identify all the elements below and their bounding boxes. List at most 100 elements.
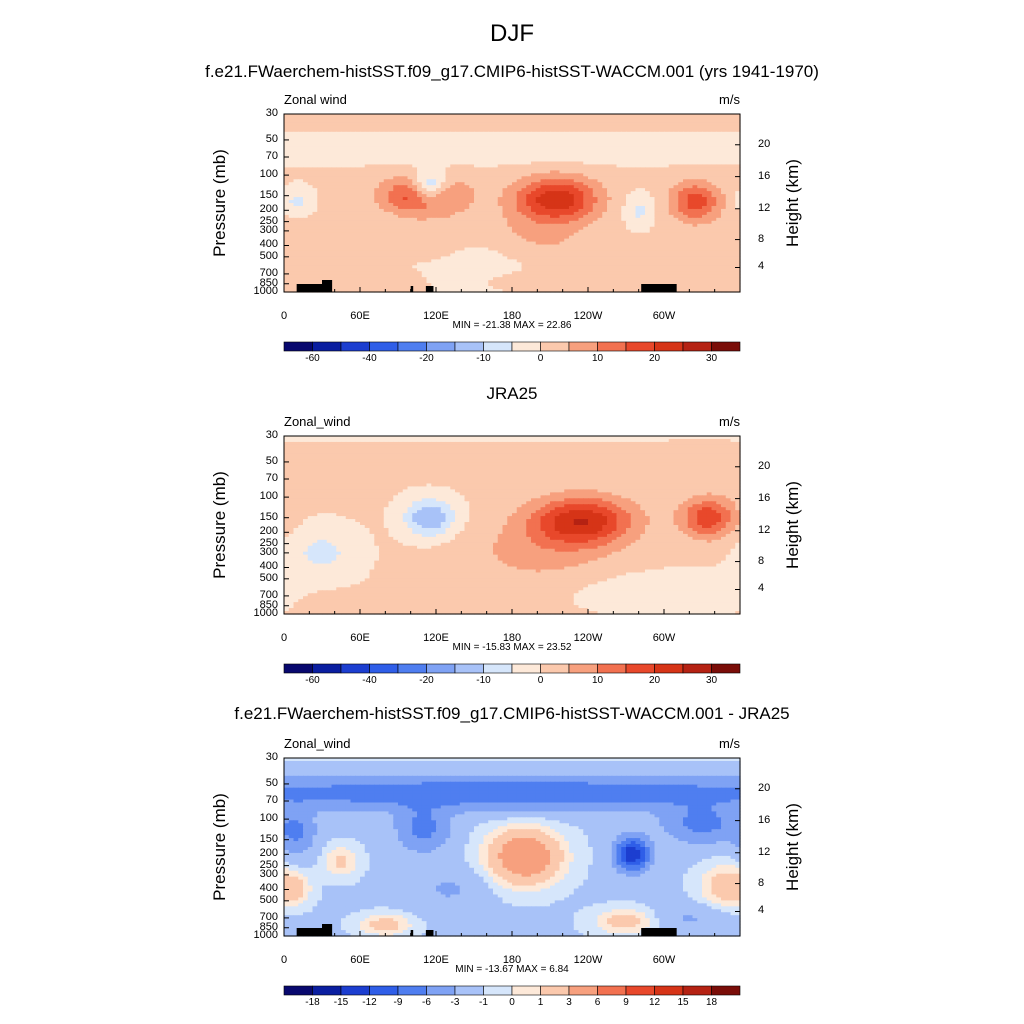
pressure-tick-label: 250 xyxy=(259,858,278,871)
pressure-tick-label: 500 xyxy=(259,571,278,584)
colorbar-label: 0 xyxy=(537,675,544,686)
pressure-tick-label: 50 xyxy=(265,132,278,145)
pressure-tick-label: 300 xyxy=(259,545,278,558)
colorbar-swatch xyxy=(511,985,541,996)
colorbar-swatch xyxy=(426,341,456,352)
contour-field xyxy=(284,114,741,293)
pressure-tick-label: 1000 xyxy=(253,607,278,619)
lon-tick-label: 120E xyxy=(423,310,449,322)
colorbar-swatch xyxy=(625,341,655,352)
colorbar-label: -18 xyxy=(305,997,320,1008)
colorbar-swatch xyxy=(568,985,598,996)
colorbar-label: 15 xyxy=(677,997,689,1008)
panel-1 xyxy=(283,113,741,352)
colorbar-swatch xyxy=(625,663,655,674)
colorbar-swatch xyxy=(397,663,427,674)
pressure-tick-label: 1000 xyxy=(253,929,278,941)
colorbar-label: -6 xyxy=(422,997,431,1008)
colorbar-label: -20 xyxy=(419,675,434,686)
pressure-tick-label: 700 xyxy=(259,910,278,923)
colorbar-label: -3 xyxy=(450,997,460,1008)
pressure-tick-label: 70 xyxy=(265,150,278,162)
variable-label: Zonal_wind xyxy=(284,414,351,429)
contour-field xyxy=(284,758,741,937)
lon-tick-label: 120W xyxy=(573,310,603,322)
colorbar-swatch xyxy=(682,985,712,996)
pressure-tick-label: 70 xyxy=(265,794,278,806)
colorbar-swatch xyxy=(483,985,513,996)
lon-tick-label: 180 xyxy=(502,310,522,322)
colorbar-swatch xyxy=(568,663,598,674)
lon-tick-label: 60W xyxy=(652,632,676,644)
colorbar-label: 20 xyxy=(648,353,661,364)
pressure-tick-label: 500 xyxy=(259,893,278,906)
colorbar-swatch xyxy=(597,341,627,352)
colorbar-label: -10 xyxy=(476,675,491,686)
panel-title: f.e21.FWaerchem-histSST.f09_g17.CMIP6-hi… xyxy=(234,704,790,723)
lon-tick-label: 0 xyxy=(280,632,288,644)
lon-tick-label: 60W xyxy=(652,954,676,966)
variable-label: Zonal wind xyxy=(284,92,347,107)
colorbar-swatch xyxy=(711,663,741,674)
pressure-tick-label: 300 xyxy=(259,223,278,236)
colorbar xyxy=(283,663,741,674)
colorbar-swatch xyxy=(454,663,484,674)
topography xyxy=(296,924,677,936)
colorbar-label: 12 xyxy=(648,997,661,1008)
pressure-tick-label: 50 xyxy=(265,454,278,467)
lon-tick-label: 120W xyxy=(573,954,603,966)
height-tick-label: 12 xyxy=(758,523,771,536)
colorbar-label: 1 xyxy=(537,997,544,1008)
colorbar-label: -40 xyxy=(362,675,377,686)
colorbar-label: 0 xyxy=(537,353,544,364)
pressure-tick-label: 850 xyxy=(259,276,278,289)
height-tick-label: 20 xyxy=(758,459,771,472)
colorbar-label: -15 xyxy=(333,997,349,1008)
pressure-tick-label: 150 xyxy=(259,832,278,845)
pressure-tick-label: 150 xyxy=(259,188,278,201)
height-tick-label: 16 xyxy=(758,491,771,504)
lon-tick-label: 120W xyxy=(573,632,603,644)
height-tick-label: 20 xyxy=(758,781,771,794)
colorbar-label: 30 xyxy=(705,675,718,686)
colorbar-swatch xyxy=(511,341,541,352)
pressure-tick-label: 1000 xyxy=(253,285,278,297)
panel-title: JRA25 xyxy=(486,384,538,403)
pressure-tick-label: 400 xyxy=(259,238,278,251)
units-label: m/s xyxy=(719,92,740,107)
panel-title: f.e21.FWaerchem-histSST.f09_g17.CMIP6-hi… xyxy=(205,62,819,81)
pressure-tick-label: 700 xyxy=(259,266,278,279)
lon-tick-label: 180 xyxy=(502,954,522,966)
lon-tick-label: 0 xyxy=(280,310,288,322)
colorbar-label: -10 xyxy=(476,353,491,364)
colorbar-label: -12 xyxy=(362,997,377,1008)
pressure-tick-label: 50 xyxy=(265,776,278,789)
colorbar-swatch xyxy=(540,341,570,352)
pressure-tick-label: 30 xyxy=(265,107,278,119)
height-tick-label: 4 xyxy=(758,904,765,917)
contour-field xyxy=(284,436,741,615)
colorbar-label: -1 xyxy=(479,997,488,1008)
height-tick-label: 8 xyxy=(758,554,765,567)
height-tick-label: 12 xyxy=(758,201,771,214)
pressure-tick-label: 30 xyxy=(265,751,278,763)
colorbar-swatch xyxy=(397,341,427,352)
colorbar-label: 10 xyxy=(591,353,604,364)
height-tick-label: 4 xyxy=(758,260,765,273)
colorbar-label: 10 xyxy=(591,675,604,686)
height-tick-label: 16 xyxy=(758,813,771,826)
pressure-tick-label: 400 xyxy=(259,882,278,895)
colorbar-swatch xyxy=(654,985,684,996)
colorbar xyxy=(283,985,741,996)
colorbar-label: -60 xyxy=(305,675,320,686)
pressure-tick-label: 150 xyxy=(259,510,278,523)
colorbar-swatch xyxy=(625,985,655,996)
height-tick-label: 12 xyxy=(758,845,771,858)
height-tick-label: 20 xyxy=(758,137,771,150)
min-max-label: MIN = -13.67 MAX = 6.84 xyxy=(455,964,569,975)
colorbar-swatch xyxy=(283,663,313,674)
min-max-label: MIN = -21.38 MAX = 22.86 xyxy=(452,320,572,331)
colorbar-label: 9 xyxy=(623,997,629,1008)
pressure-tick-label: 30 xyxy=(265,429,278,441)
pressure-tick-label: 850 xyxy=(259,598,278,611)
